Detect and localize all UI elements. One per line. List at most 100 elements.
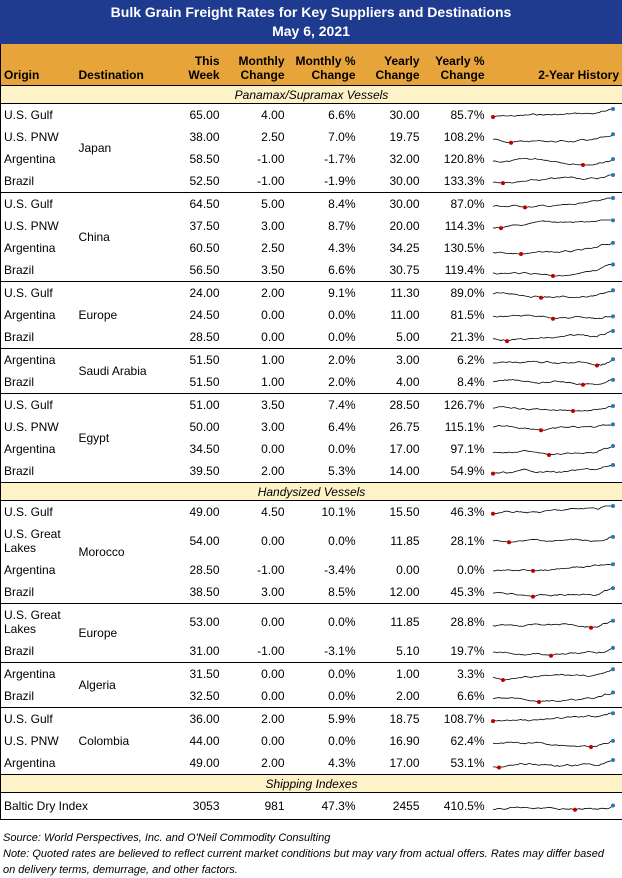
value: 2.50: [223, 237, 288, 259]
value: 31.50: [171, 663, 223, 686]
origin: Argentina: [1, 237, 76, 259]
origin: Baltic Dry Index: [1, 793, 171, 820]
origin: U.S. PNW: [1, 416, 76, 438]
value: 8.7%: [288, 215, 359, 237]
value: 51.00: [171, 394, 223, 417]
value: 6.4%: [288, 416, 359, 438]
value: 0.0%: [288, 438, 359, 460]
value: 19.7%: [423, 640, 488, 663]
value: 5.10: [359, 640, 423, 663]
sparkline-dot: [611, 463, 615, 467]
value: 0.00: [223, 663, 288, 686]
value: 0.0%: [288, 326, 359, 349]
column-header: Origin: [1, 44, 76, 86]
value: 130.5%: [423, 237, 488, 259]
section-row: Shipping Indexes: [1, 775, 622, 793]
value: 54.9%: [423, 460, 488, 483]
section-row: Handysized Vessels: [1, 483, 622, 501]
sparkline-dot: [507, 540, 511, 544]
section-row: Panamax/Supramax Vessels: [1, 86, 622, 104]
sparkline-dot: [505, 339, 509, 343]
column-header: Destination: [76, 44, 171, 86]
history: [488, 559, 622, 581]
value: 0.00: [223, 304, 288, 326]
history: [488, 326, 622, 349]
sparkline-dot: [611, 804, 615, 808]
value: 3.00: [223, 581, 288, 604]
value: 46.3%: [423, 501, 488, 524]
value: 85.7%: [423, 104, 488, 127]
value: 3.00: [223, 416, 288, 438]
destination: Japan: [76, 104, 171, 193]
value: 30.75: [359, 259, 423, 282]
value: 9.1%: [288, 282, 359, 305]
value: 87.0%: [423, 193, 488, 216]
destination: Saudi Arabia: [76, 349, 171, 394]
value: 2.00: [223, 282, 288, 305]
sparkline: [491, 613, 619, 631]
history: [488, 416, 622, 438]
value: 0.0%: [288, 730, 359, 752]
value: 3.00: [223, 215, 288, 237]
sparkline-path: [493, 198, 613, 207]
value: 28.8%: [423, 604, 488, 641]
value: 2.0%: [288, 349, 359, 372]
value: 47.3%: [288, 793, 359, 820]
sparkline: [491, 150, 619, 168]
value: 44.00: [171, 730, 223, 752]
value: 108.2%: [423, 126, 488, 148]
origin: U.S. PNW: [1, 126, 76, 148]
sparkline-dot: [611, 157, 615, 161]
value: 6.6%: [288, 104, 359, 127]
value: 3.3%: [423, 663, 488, 686]
value: 11.85: [359, 523, 423, 559]
sparkline-path: [493, 537, 613, 542]
value: 17.00: [359, 438, 423, 460]
sparkline-dot: [537, 700, 541, 704]
value: 5.00: [359, 326, 423, 349]
value: 37.50: [171, 215, 223, 237]
destination: Algeria: [76, 663, 171, 708]
value: -3.1%: [288, 640, 359, 663]
sparkline: [491, 261, 619, 279]
history: [488, 304, 622, 326]
sparkline-path: [493, 158, 613, 165]
value: 28.1%: [423, 523, 488, 559]
history: [488, 148, 622, 170]
value: 34.50: [171, 438, 223, 460]
origin: Brazil: [1, 685, 76, 708]
sparkline: [491, 665, 619, 683]
history: [488, 708, 622, 731]
sparkline: [491, 217, 619, 235]
origin: U.S. Gulf: [1, 501, 76, 524]
value: 0.00: [223, 604, 288, 641]
sparkline-dot: [611, 619, 615, 623]
sparkline-dot: [611, 357, 615, 361]
history: [488, 501, 622, 524]
origin: Brazil: [1, 371, 76, 394]
history: [488, 663, 622, 686]
value: 16.90: [359, 730, 423, 752]
sparkline: [491, 106, 619, 124]
history: [488, 104, 622, 127]
value: 1.00: [359, 663, 423, 686]
value: 2.0%: [288, 371, 359, 394]
origin: Brazil: [1, 640, 76, 663]
value: 97.1%: [423, 438, 488, 460]
value: 38.50: [171, 581, 223, 604]
origin: U.S. Great Lakes: [1, 604, 76, 641]
sparkline-dot: [573, 808, 577, 812]
section-title: Shipping Indexes: [1, 775, 622, 793]
origin: U.S. Gulf: [1, 282, 76, 305]
value: 2455: [359, 793, 423, 820]
sparkline-path: [493, 621, 613, 628]
history: [488, 193, 622, 216]
sparkline-path: [493, 220, 613, 228]
origin: U.S. Gulf: [1, 708, 76, 731]
value: 0.00: [223, 685, 288, 708]
value: 2.00: [223, 708, 288, 731]
value: 31.00: [171, 640, 223, 663]
